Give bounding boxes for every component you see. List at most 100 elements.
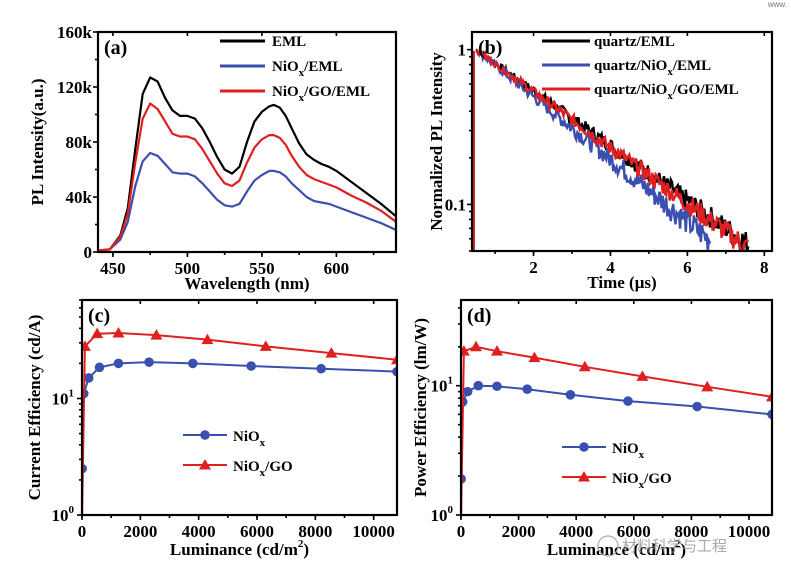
x-tick-label: 2 — [529, 258, 538, 277]
legend: NiOx NiOx/GO — [562, 441, 672, 491]
data-point — [767, 409, 772, 420]
data-point — [461, 345, 470, 356]
panel-label: (c) — [88, 305, 110, 327]
data-point — [246, 361, 256, 371]
x-tick-label: 4 — [606, 258, 615, 277]
data-point — [201, 333, 214, 345]
plot-area — [461, 340, 772, 515]
x-tick-label: 8000 — [298, 522, 332, 541]
data-point — [150, 329, 163, 340]
x-tick-label: 0 — [78, 522, 87, 541]
series-line-niox-go — [82, 331, 397, 515]
plot-frame — [459, 298, 774, 517]
x-tick-label: 550 — [249, 259, 275, 278]
y-tick-label: 80k — [66, 133, 93, 152]
data-point — [469, 340, 482, 352]
data-point — [462, 386, 473, 397]
data-point — [82, 340, 91, 351]
data-point — [623, 396, 633, 406]
data-point — [473, 380, 484, 391]
data-point — [636, 370, 649, 381]
chart-panel-d: 0 2000 4000 6000 8000 10000 100 101 Luminance (c… — [411, 298, 774, 559]
header-fragment: www. — [767, 0, 787, 9]
y-axis-label: Power Efficiency (lm/W) — [411, 318, 430, 497]
legend-marker — [200, 430, 210, 440]
x-tick-label: 500 — [175, 259, 201, 278]
data-point — [188, 358, 198, 369]
y-tick-label: 40k — [66, 188, 93, 207]
legend-label: NiOx/GO — [233, 459, 293, 479]
chart-panel-c: 0 2000 4000 6000 8000 10000 100 101 Luminance (c… — [25, 298, 399, 559]
y-tick-label: 1 — [458, 41, 467, 60]
y-axis-label: Current Efficiency (cd/A) — [25, 315, 44, 501]
panel-label: (b) — [478, 37, 502, 59]
data-point — [113, 358, 124, 369]
x-tick-label: 8000 — [674, 522, 708, 541]
series-line-eml — [98, 76, 396, 252]
data-point — [91, 327, 104, 339]
chart-panel-a: 450 500 550 600 0 40k 80k 120k 160k Wavelength (n… — [28, 23, 398, 293]
data-point — [578, 360, 591, 372]
x-axis-label: Wavelength (nm) — [184, 274, 309, 293]
data-point — [522, 384, 533, 394]
series-line-niox-go — [461, 345, 772, 515]
legend-marker — [579, 442, 589, 452]
data-point — [392, 366, 397, 377]
data-point — [391, 353, 397, 365]
series-line-quartz-niox-go-eml — [474, 46, 750, 251]
data-point — [766, 390, 772, 402]
legend-label: NiOx/GO/EML — [272, 84, 370, 104]
x-tick-label: 8 — [760, 258, 769, 277]
legend-label: quartz/EML — [594, 34, 675, 50]
x-axis-label: Luminance (cd/m2) — [547, 538, 686, 559]
y-tick-label: 160k — [57, 23, 93, 42]
x-tick-label: 450 — [100, 259, 126, 278]
x-tick-label: 2000 — [123, 522, 157, 541]
x-tick-label: 0 — [457, 522, 466, 541]
y-tick-label: 100 — [52, 504, 75, 525]
series-line-niox-eml — [98, 151, 396, 252]
plot-area — [98, 76, 396, 252]
legend-label: NiOx/EML — [272, 59, 343, 79]
data-point — [144, 357, 154, 367]
data-point — [565, 390, 576, 400]
x-axis-label: Luminance (cd/m2) — [170, 538, 309, 559]
y-tick-label: 100 — [431, 504, 454, 525]
y-tick-label: 0 — [84, 243, 93, 262]
x-tick-label: 4000 — [559, 522, 593, 541]
data-point — [528, 351, 541, 363]
legend-label: NiOx — [233, 429, 266, 449]
legend-label: NiOx — [612, 441, 645, 461]
data-point — [490, 345, 503, 356]
x-tick-label: 10000 — [352, 522, 395, 541]
y-axis-label: PL Intensity(a.u.) — [28, 78, 47, 205]
plot-area — [82, 326, 397, 515]
data-point — [325, 347, 338, 358]
x-tick-label: 600 — [324, 259, 350, 278]
legend-label: quartz/NiOx/GO/EML — [594, 82, 739, 102]
y-tick-label: 120k — [57, 78, 93, 97]
watermark-text: 材料科学与工程 — [622, 537, 727, 555]
x-axis-label: Time (μs) — [587, 273, 656, 292]
x-tick-label: 10000 — [728, 522, 771, 541]
x-tick-label: 2000 — [502, 522, 536, 541]
plot-frame — [80, 298, 399, 517]
x-tick-label: 6000 — [617, 522, 651, 541]
watermark: 材料科学与工程 — [597, 535, 727, 557]
y-tick-label: 101 — [52, 387, 75, 408]
data-point — [83, 373, 94, 383]
watermark-logo-icon — [597, 535, 619, 557]
y-tick-label: 101 — [431, 375, 454, 396]
data-point — [692, 401, 702, 412]
legend-marker — [199, 459, 211, 470]
data-point — [492, 381, 502, 392]
legend-label: NiOx/GO — [612, 471, 672, 491]
data-point — [701, 380, 714, 392]
legend: NiOx NiOx/GO — [183, 429, 293, 479]
legend: EML NiOx/EML NiOx/GO/EML — [220, 34, 370, 104]
panel-label: (a) — [104, 37, 127, 59]
x-tick-label: 6000 — [240, 522, 274, 541]
plot-frame — [470, 30, 774, 253]
plot-area — [472, 46, 750, 251]
